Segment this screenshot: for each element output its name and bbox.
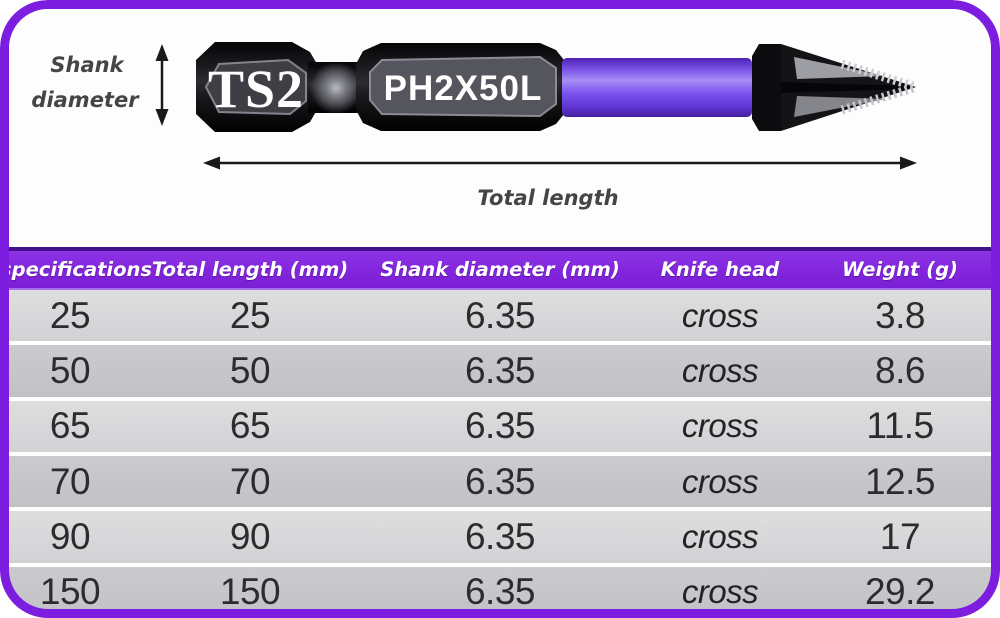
cell-knife-head: cross [681,573,759,611]
spec-table: specifications Total length (mm) Shank d… [0,247,1000,618]
cell-total-length: 70 [229,460,271,502]
column-header-knife-head: Knife head [660,258,780,281]
bit-model-panel [369,55,557,118]
cell-weight: 12.5 [864,460,936,502]
table-row: 150 150 6.35 cross 29.2 [0,566,1000,618]
table-header-row: specifications Total length (mm) Shank d… [0,247,1000,290]
bit-purple-band [562,58,752,117]
bit-tip-collar [752,44,781,131]
cell-specification: 150 [39,571,101,613]
shank-diameter-label-line1: Shank [50,53,125,77]
cell-weight: 8.6 [875,349,925,391]
cell-total-length: 65 [229,405,271,447]
cell-shank-diameter: 6.35 [464,515,536,557]
cell-total-length: 90 [229,515,271,557]
cell-shank-diameter: 6.35 [464,294,536,336]
bit-diagram-svg: Shank diameter TS2 [31,42,917,210]
cell-shank-diameter: 6.35 [464,460,536,502]
bit-diagram: Shank diameter TS2 [0,0,1000,247]
cell-knife-head: cross [681,296,759,334]
cell-total-length: 150 [219,571,281,613]
cell-specification: 25 [49,294,91,336]
cell-total-length: 25 [229,294,271,336]
column-header-specifications: specifications [0,258,152,281]
shank-diameter-arrow [155,44,169,126]
cell-shank-diameter: 6.35 [464,405,536,447]
cell-shank-diameter: 6.35 [464,571,536,613]
cell-specification: 90 [49,515,91,557]
cell-knife-head: cross [681,407,759,445]
cell-shank-diameter: 6.35 [464,349,536,391]
bit-neck-highlight [310,62,362,114]
cell-specification: 50 [49,349,91,391]
bit-model-text: PH2X50L [384,69,543,108]
cell-knife-head: cross [681,517,759,555]
cell-specification: 65 [49,405,91,447]
table-row: 50 50 6.35 cross 8.6 [0,345,1000,401]
cell-weight: 17 [879,515,921,557]
cell-knife-head: cross [681,462,759,500]
bit-brand-text: TS2 [208,59,304,119]
screwdriver-bit: TS2 PH2X50L [196,42,916,132]
column-header-total-length: Total length (mm) [151,258,349,281]
table-row: 70 70 6.35 cross 12.5 [0,455,1000,512]
bit-cross-tip [781,44,916,131]
bit-brand-panel [204,58,307,116]
table-row: 65 65 6.35 cross 11.5 [0,400,1000,456]
cell-specification: 70 [49,460,91,502]
cell-weight: 29.2 [864,571,936,613]
table-row: 25 25 6.35 cross 3.8 [0,290,1000,346]
column-header-weight: Weight (g) [842,258,958,281]
table-body: 25 25 6.35 cross 3.8 50 50 6.35 cross 8.… [0,290,1000,618]
total-length-label: Total length [477,186,618,210]
table-row: 90 90 6.35 cross 17 [0,511,1000,567]
shank-diameter-label-line2: diameter [31,88,140,112]
cell-total-length: 50 [229,349,271,391]
total-length-arrow [203,156,917,170]
cell-weight: 11.5 [866,405,934,447]
cell-weight: 3.8 [875,294,925,336]
column-header-shank-diameter: Shank diameter (mm) [380,258,620,281]
cell-knife-head: cross [681,351,759,389]
